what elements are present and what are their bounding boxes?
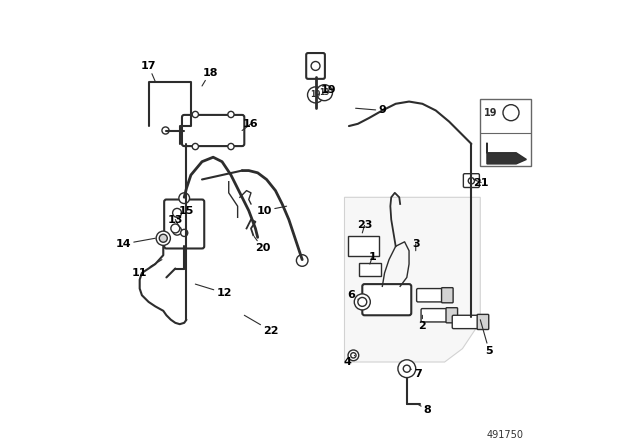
FancyBboxPatch shape [442,288,453,303]
Circle shape [348,350,359,361]
Circle shape [173,226,182,235]
Circle shape [171,224,180,233]
Text: 20: 20 [254,237,271,254]
Text: 19: 19 [321,86,337,95]
Circle shape [316,85,332,101]
FancyBboxPatch shape [182,115,244,146]
Circle shape [398,360,416,378]
FancyBboxPatch shape [306,53,325,79]
Text: 5: 5 [480,320,493,356]
Text: 22: 22 [244,315,279,336]
Text: 6: 6 [348,290,359,300]
Circle shape [311,61,320,70]
Text: 16: 16 [242,119,259,130]
Text: 15: 15 [179,206,194,220]
Circle shape [192,143,198,150]
Circle shape [468,178,474,184]
Circle shape [355,294,371,310]
Text: 1: 1 [368,252,376,264]
Text: 19: 19 [319,88,330,97]
Text: 9: 9 [356,105,387,116]
Text: 11: 11 [132,260,162,278]
Bar [480,99,531,166]
Text: 491750: 491750 [486,430,524,440]
Text: 17: 17 [141,61,156,82]
Text: 2: 2 [419,315,426,332]
Circle shape [179,193,189,203]
FancyBboxPatch shape [359,263,381,276]
Polygon shape [487,143,526,164]
Circle shape [228,143,234,150]
FancyBboxPatch shape [417,289,446,302]
Circle shape [159,234,167,242]
Text: 4: 4 [344,355,355,367]
FancyBboxPatch shape [362,284,412,315]
FancyBboxPatch shape [348,237,379,256]
Text: 21: 21 [474,177,489,188]
FancyBboxPatch shape [446,308,458,323]
Text: 8: 8 [418,404,431,415]
Text: 7: 7 [410,369,422,379]
Text: 10: 10 [257,206,287,215]
FancyBboxPatch shape [421,309,451,322]
Polygon shape [344,197,480,362]
Circle shape [503,105,519,121]
FancyBboxPatch shape [463,174,479,188]
Text: 19: 19 [310,90,321,99]
Circle shape [351,353,356,358]
Text: 18: 18 [202,68,218,86]
Circle shape [192,112,198,117]
FancyBboxPatch shape [477,314,489,330]
Circle shape [228,112,234,117]
Text: 12: 12 [195,284,232,298]
FancyBboxPatch shape [164,199,204,249]
Circle shape [173,208,182,217]
Text: 14: 14 [115,238,156,249]
Text: 23: 23 [357,220,372,233]
Circle shape [403,365,410,372]
Circle shape [162,127,169,134]
Text: 19: 19 [484,108,497,118]
Text: 3: 3 [412,239,420,251]
Text: 13: 13 [168,215,183,226]
Circle shape [358,297,367,306]
Circle shape [156,231,170,246]
FancyBboxPatch shape [452,315,482,329]
Circle shape [180,229,188,237]
Circle shape [308,87,324,103]
Circle shape [296,255,308,266]
